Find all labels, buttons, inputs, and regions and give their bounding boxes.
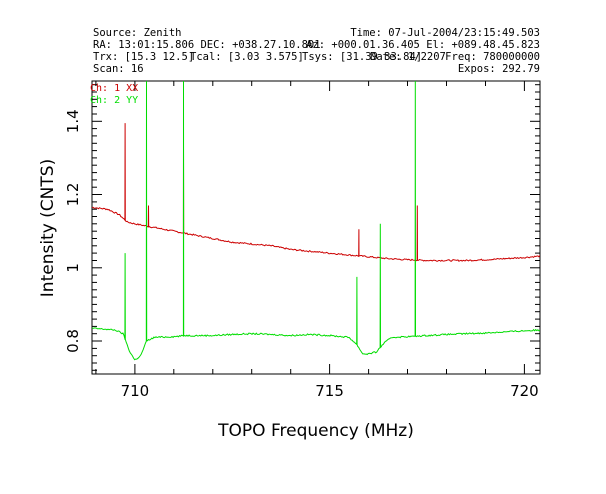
y-tick-label: 1 (64, 263, 82, 273)
traces-group (92, 81, 540, 361)
y-tick-label: 0.8 (64, 329, 82, 353)
x-tick-label: 710 (121, 382, 150, 400)
series-line-ch1 (92, 123, 540, 262)
header-az-el: Az: +000.01.36.405 El: +089.48.45.823 (306, 39, 540, 51)
y-tick-label: 1.2 (64, 183, 82, 207)
x-tick-label: 720 (510, 382, 539, 400)
x-axis-label: TOPO Frequency (MHz) (217, 421, 414, 441)
ticks-group: 710 715 720 0.8 1 1.2 1.4 (64, 81, 540, 400)
legend-entry-ch1: Ch: 1 XX (90, 83, 138, 94)
legend-entry-ch2: Ch: 2 YY (90, 95, 138, 106)
header-date: Date: 1/2207 (370, 51, 446, 63)
y-axis-label: Intensity (CNTS) (38, 159, 58, 297)
plot-frame (91, 80, 541, 375)
header-scan: Scan: 16 (93, 63, 144, 75)
header-expos: Expos: 292.79 (458, 63, 540, 75)
series-line-ch2 (92, 81, 540, 361)
header-block: Source: Zenith Time: 07-Jul-2004/23:15:4… (93, 27, 540, 75)
header-ra-dec: RA: 13:01:15.806 DEC: +038.27.10.801 (93, 39, 321, 51)
header-trx: Trx: [15.3 12.5] (93, 51, 194, 63)
x-tick-label: 715 (315, 382, 344, 400)
header-tsys: Tsys: [31.39 33.84] (302, 51, 422, 63)
header-time: Time: 07-Jul-2004/23:15:49.503 (350, 27, 540, 39)
legend: Ch: 1 XX Ch: 2 YY (90, 83, 138, 106)
header-tcal: Tcal: [3.03 3.575] (190, 51, 304, 63)
header-freq: Freq: 780000000 (445, 51, 540, 63)
header-source: Source: Zenith (93, 27, 182, 39)
y-tick-label: 1.4 (64, 109, 82, 133)
